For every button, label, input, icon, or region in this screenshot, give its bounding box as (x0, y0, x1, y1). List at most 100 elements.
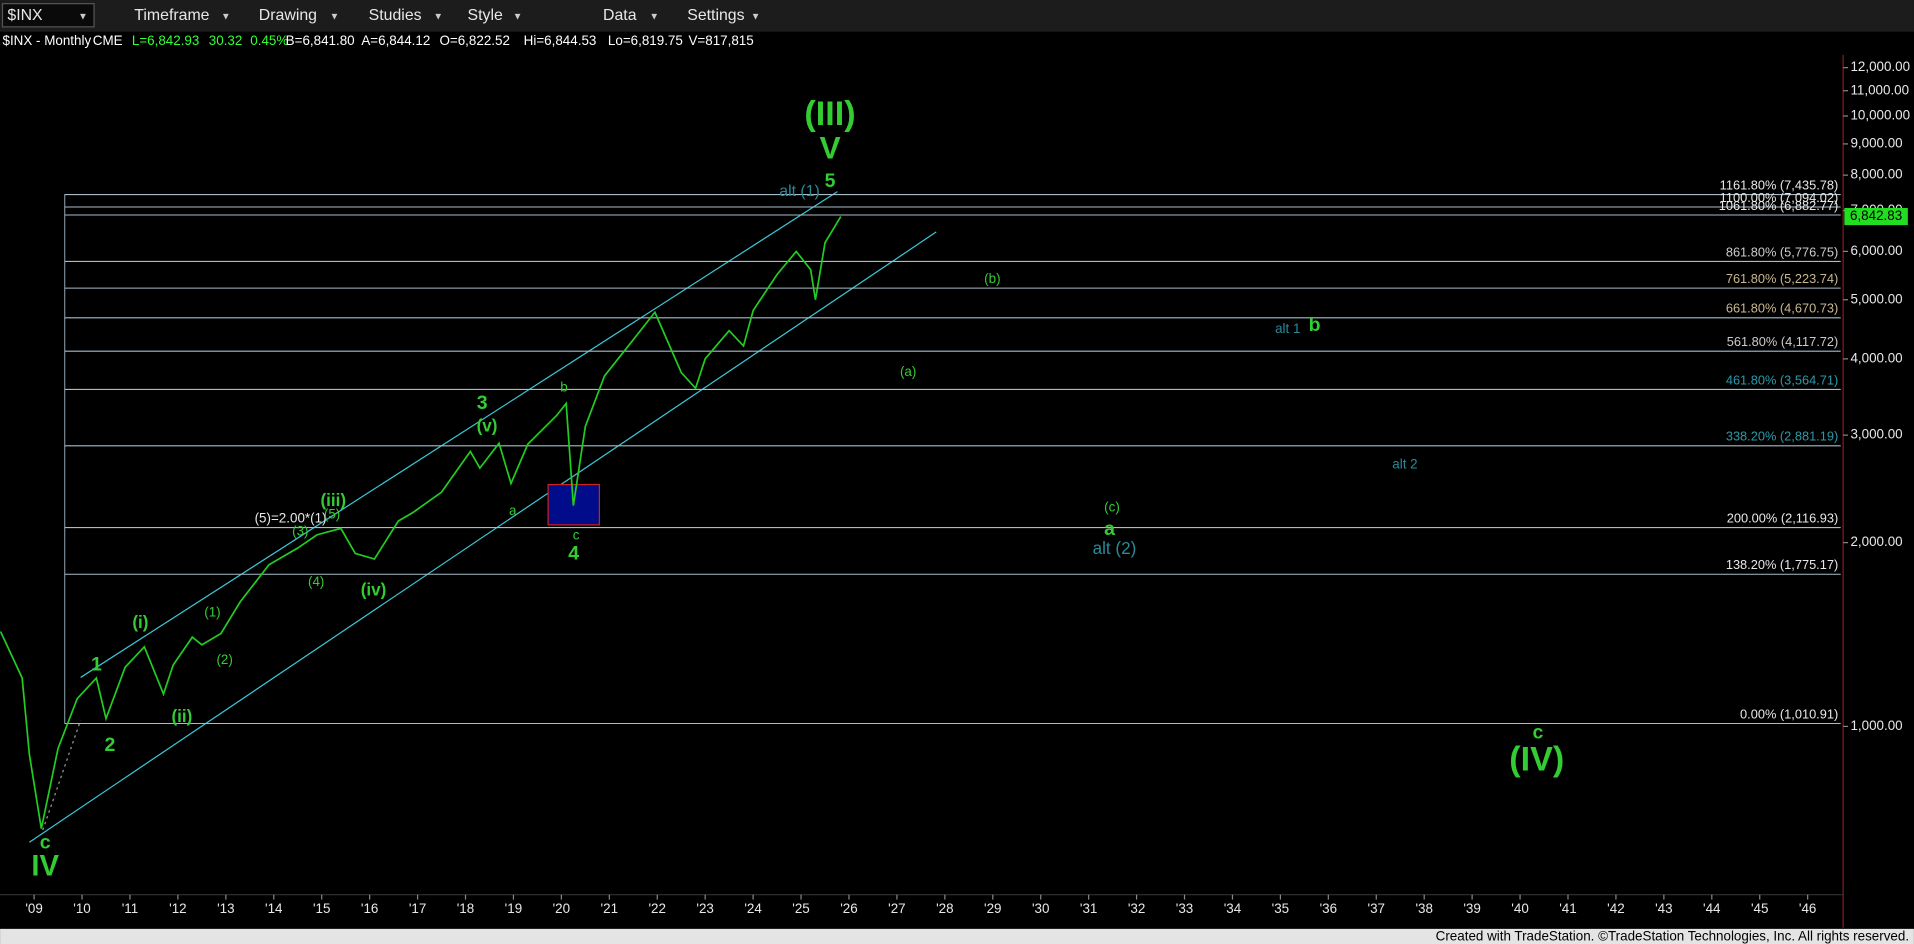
wave-label: alt (1) (779, 183, 820, 200)
channel-lower (29, 231, 937, 843)
fib-level-label: 200.00% (2,116.93) (1727, 510, 1838, 525)
x-tick-label: '23 (696, 901, 713, 916)
x-tick-label: '21 (601, 901, 618, 916)
info-item: B=6,841.80 (286, 33, 355, 48)
dropdown-arrow: ▼ (330, 12, 340, 23)
x-tick-label: '19 (505, 901, 522, 916)
fib-level-label: 461.80% (3,564.71) (1726, 372, 1838, 387)
x-tick-label: '28 (936, 901, 953, 916)
channel-upper (80, 191, 838, 678)
x-tick-label: '14 (265, 901, 283, 916)
toolbar (0, 0, 1914, 32)
y-tick-label: 8,000.00 (1850, 167, 1902, 182)
wave-label: (i) (132, 613, 148, 632)
x-tick-label: '33 (1176, 901, 1193, 916)
wave-label: b (560, 380, 567, 395)
fib-level-label: 1161.80% (7,435.78) (1720, 177, 1839, 192)
toolbar-button[interactable]: Style (468, 7, 503, 24)
wave-label: (ii) (171, 707, 192, 726)
x-tick-label: '36 (1320, 901, 1337, 916)
x-tick-label: '43 (1655, 901, 1672, 916)
y-tick-label: 12,000.00 (1850, 59, 1910, 74)
x-tick-label: '13 (217, 901, 234, 916)
wave-label: (1) (204, 604, 220, 619)
dotted-projection (42, 719, 82, 831)
y-tick-label: 2,000.00 (1850, 534, 1902, 549)
x-tick-label: '25 (792, 901, 809, 916)
footer-bar (0, 928, 1914, 944)
x-tick-label: '12 (169, 901, 186, 916)
wave-label: c (40, 832, 51, 854)
wave-label: (c) (1104, 499, 1120, 514)
y-tick-label: 4,000.00 (1850, 350, 1902, 365)
x-tick-label: '24 (744, 901, 762, 916)
dropdown-arrow: ▼ (433, 12, 443, 23)
x-tick-label: '20 (553, 901, 570, 916)
x-tick-label: '22 (649, 901, 666, 916)
price-line (0, 216, 842, 829)
wave-label: V (819, 130, 840, 166)
fib-level-label: 0.00% (1,010.91) (1740, 706, 1838, 721)
info-item: Hi=6,844.53 (524, 33, 597, 48)
x-tick-label: '09 (25, 901, 42, 916)
toolbar-button[interactable]: $INX (7, 7, 43, 24)
x-tick-label: '10 (73, 901, 90, 916)
price-tag-label: 6,842.83 (1850, 208, 1902, 223)
toolbar-button[interactable]: Timeframe (134, 7, 209, 24)
wave-label: a (1104, 518, 1115, 540)
price-tag (1844, 208, 1908, 226)
info-item: $INX - Monthly (3, 33, 92, 48)
wave-label: 4 (568, 542, 579, 564)
wave-label: (v) (477, 417, 498, 436)
fib-level-label: 338.20% (2,881.19) (1726, 429, 1838, 444)
y-tick-label: 1,000.00 (1850, 718, 1902, 733)
y-tick-label: 5,000.00 (1850, 291, 1902, 306)
fib-level-label: 1061.80% (6,882.77) (1719, 198, 1839, 213)
info-item: O=6,822.52 (439, 33, 509, 48)
x-tick-label: '34 (1224, 901, 1242, 916)
x-tick-label: '16 (361, 901, 378, 916)
toolbar-button[interactable]: Drawing (259, 7, 317, 24)
wave-label: 3 (477, 392, 488, 414)
dropdown-arrow: ▼ (649, 12, 659, 23)
wave-label: IV (31, 850, 59, 883)
footer-text: Created with TradeStation. ©TradeStation… (1436, 928, 1909, 943)
y-tick-label: 6,000.00 (1850, 243, 1902, 258)
toolbar-button[interactable]: Data (603, 7, 637, 24)
dropdown-arrow: ▼ (221, 12, 231, 23)
x-tick-label: '30 (1032, 901, 1049, 916)
toolbar-button[interactable]: Settings (687, 7, 744, 24)
wave-label: alt (2) (1093, 539, 1137, 558)
x-tick-label: '39 (1463, 901, 1480, 916)
info-item: A=6,844.12 (361, 33, 430, 48)
wave-label: 1 (91, 653, 102, 675)
x-tick-label: '26 (840, 901, 857, 916)
x-tick-label: '29 (984, 901, 1001, 916)
wave-label: (3) (292, 524, 308, 539)
fib-level-label: 561.80% (4,117.72) (1727, 334, 1838, 349)
y-tick-label: 10,000.00 (1850, 108, 1910, 123)
wave-label: 2 (104, 734, 115, 756)
x-tick-label: '46 (1799, 901, 1816, 916)
wave-label: (2) (216, 652, 232, 667)
wave-label: b (1309, 314, 1321, 336)
x-tick-label: '17 (409, 901, 426, 916)
info-item: Lo=6,819.75 (608, 33, 683, 48)
wave-label: alt 2 (1392, 457, 1417, 472)
x-tick-label: '15 (313, 901, 330, 916)
x-tick-label: '38 (1415, 901, 1432, 916)
wave-label: 5 (825, 170, 836, 192)
wave-label: c (1533, 722, 1544, 744)
wave-label: c (573, 527, 580, 542)
x-tick-label: '32 (1128, 901, 1145, 916)
x-tick-label: '11 (122, 901, 138, 916)
wave-label: (IV) (1509, 741, 1564, 779)
info-item: 0.45% (250, 33, 288, 48)
dropdown-arrow: ▼ (78, 12, 88, 23)
toolbar-button[interactable]: Studies (369, 7, 422, 24)
dropdown-arrow: ▼ (751, 12, 761, 23)
x-tick-label: '44 (1703, 901, 1721, 916)
symbol-box[interactable] (1, 3, 95, 28)
